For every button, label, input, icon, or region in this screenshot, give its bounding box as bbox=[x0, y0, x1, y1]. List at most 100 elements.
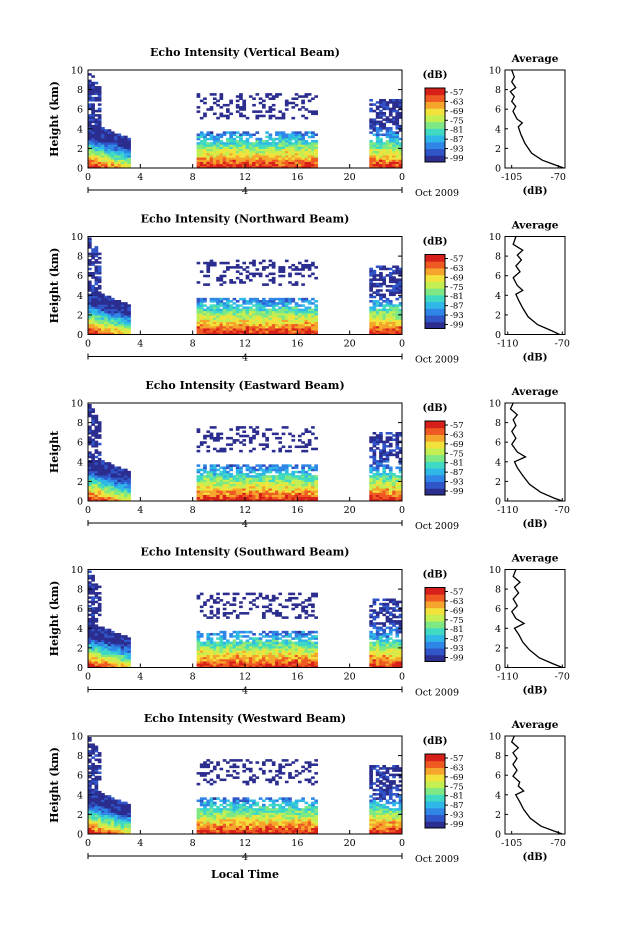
y-tick-label: 2 bbox=[77, 144, 83, 155]
echo-cell bbox=[246, 464, 250, 467]
echo-cell bbox=[98, 596, 102, 599]
echo-cell bbox=[98, 614, 102, 617]
echo-cell bbox=[282, 635, 286, 638]
x-tick-label: 20 bbox=[344, 172, 356, 183]
echo-cell bbox=[200, 140, 204, 143]
echo-cell bbox=[203, 642, 207, 645]
echo-cell bbox=[242, 439, 246, 442]
echo-cell bbox=[206, 599, 210, 602]
avg-y-tick-label: 2 bbox=[495, 310, 501, 321]
echo-cell bbox=[311, 631, 315, 634]
echo-cell bbox=[269, 608, 273, 611]
colorbar-tick-label: -99 bbox=[450, 487, 464, 497]
echo-cell bbox=[301, 275, 305, 278]
echo-cell bbox=[236, 260, 240, 263]
x-tick-label: 20 bbox=[344, 505, 356, 516]
echo-cell bbox=[379, 272, 383, 275]
colorbar-swatch bbox=[425, 428, 445, 435]
echo-cell bbox=[229, 131, 233, 134]
echo-cell bbox=[275, 131, 279, 134]
echo-cell bbox=[282, 606, 286, 609]
echo-cell bbox=[239, 601, 243, 604]
echo-cell bbox=[233, 635, 237, 638]
echo-cell bbox=[203, 441, 207, 444]
echo-cell bbox=[395, 451, 399, 454]
colorbar-swatch bbox=[425, 308, 445, 315]
echo-cell bbox=[88, 281, 92, 284]
echo-cell bbox=[269, 298, 273, 301]
echo-cell bbox=[314, 448, 318, 451]
echo-cell bbox=[223, 262, 227, 265]
avg-y-tick-label: 4 bbox=[495, 124, 501, 135]
echo-cell bbox=[269, 264, 273, 267]
echo-cell bbox=[379, 473, 383, 476]
echo-cell bbox=[259, 102, 263, 105]
echo-cell bbox=[223, 612, 227, 615]
echo-cell bbox=[298, 95, 302, 98]
echo-cell bbox=[298, 108, 302, 111]
echo-cell bbox=[308, 430, 312, 433]
echo-cell bbox=[239, 631, 243, 634]
echo-cell bbox=[314, 277, 318, 280]
colorbar-swatch bbox=[425, 149, 445, 156]
echo-cell bbox=[239, 441, 243, 444]
echo-cell bbox=[206, 131, 210, 134]
echo-cell bbox=[386, 101, 390, 104]
echo-cell bbox=[242, 642, 246, 645]
echo-cell bbox=[265, 300, 269, 303]
echo-cell bbox=[265, 437, 269, 440]
echo-cell bbox=[379, 121, 383, 124]
echo-cell bbox=[233, 131, 237, 134]
panel-title: Echo Intensity (Eastward Beam) bbox=[145, 379, 344, 392]
echo-cell bbox=[124, 469, 128, 472]
echo-cell bbox=[295, 631, 299, 634]
echo-cell bbox=[376, 283, 380, 286]
echo-cell bbox=[252, 599, 256, 602]
echo-cell bbox=[200, 593, 204, 596]
echo-cell bbox=[386, 451, 390, 454]
echo-cell bbox=[242, 426, 246, 429]
echo-cell bbox=[389, 272, 393, 275]
date-label: 4 bbox=[242, 519, 248, 530]
echo-cell bbox=[210, 298, 214, 301]
echo-cell bbox=[88, 605, 92, 608]
echo-cell bbox=[213, 298, 217, 301]
echo-cell bbox=[295, 131, 299, 134]
echo-cell bbox=[242, 612, 246, 615]
echo-cell bbox=[236, 433, 240, 436]
echo-cell bbox=[252, 435, 256, 438]
echo-cell bbox=[395, 432, 399, 435]
y-axis-label: Height (km) bbox=[48, 81, 61, 157]
echo-cell bbox=[91, 438, 95, 441]
echo-cell bbox=[275, 298, 279, 301]
echo-cell bbox=[210, 93, 214, 96]
echo-cell bbox=[255, 268, 259, 271]
echo-cell bbox=[249, 298, 253, 301]
echo-cell bbox=[288, 446, 292, 449]
echo-cell bbox=[88, 596, 92, 599]
echo-cell bbox=[216, 450, 220, 453]
echo-cell bbox=[226, 612, 230, 615]
echo-cell bbox=[88, 618, 92, 621]
echo-cell bbox=[311, 475, 315, 478]
echo-cell bbox=[239, 467, 243, 470]
echo-cell bbox=[278, 437, 282, 440]
echo-cell bbox=[373, 142, 377, 145]
echo-cell bbox=[236, 304, 240, 307]
echo-cell bbox=[301, 601, 305, 604]
echo-cell bbox=[262, 283, 266, 286]
echo-cell bbox=[373, 134, 377, 137]
echo-cell bbox=[226, 108, 230, 111]
echo-cell bbox=[275, 302, 279, 305]
echo-cell bbox=[305, 428, 309, 431]
echo-cell bbox=[200, 469, 204, 472]
echo-cell bbox=[386, 309, 390, 312]
echo-cell bbox=[291, 637, 295, 640]
echo-cell bbox=[91, 430, 95, 433]
echo-cell bbox=[389, 449, 393, 452]
echo-cell bbox=[88, 253, 92, 256]
echo-cell bbox=[117, 467, 121, 470]
echo-cell bbox=[226, 616, 230, 619]
echo-cell bbox=[298, 262, 302, 265]
echo-cell bbox=[369, 300, 373, 303]
